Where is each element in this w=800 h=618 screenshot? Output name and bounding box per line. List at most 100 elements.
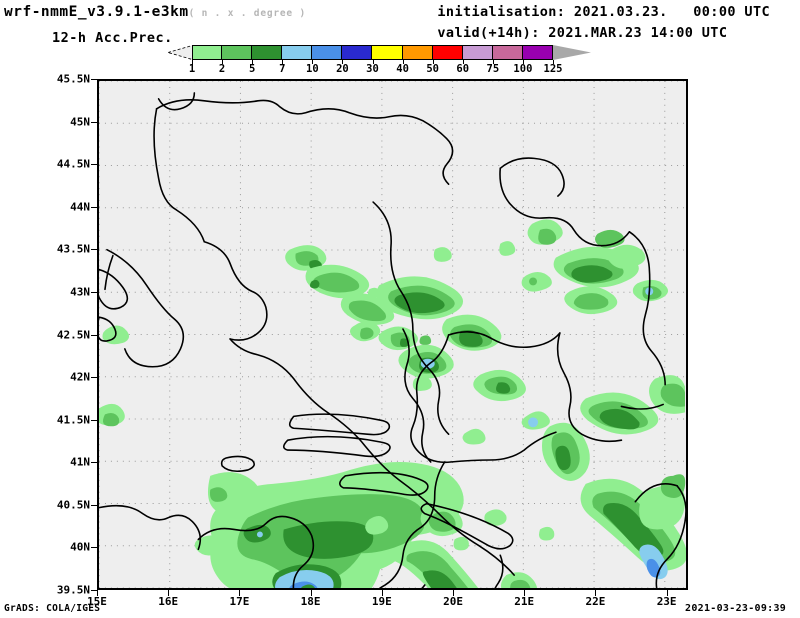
- run-info: initialisation: 2021.03.23. 00:00 UTC va…: [437, 4, 770, 46]
- colorbar-band-1: [192, 45, 223, 60]
- map-coastlines: [99, 92, 686, 588]
- colorbar-tick-mark: [432, 60, 434, 64]
- colorbar-tick-label-60: 60: [456, 63, 470, 75]
- colorbar-tick-label-100: 100: [513, 63, 533, 75]
- colorbar-bands: [192, 45, 553, 60]
- colorbar-tick-label-7: 7: [279, 63, 286, 75]
- colorbar-tick-label-20: 20: [336, 63, 349, 75]
- x-tick-label-22E: 22E: [585, 595, 606, 608]
- colorbar-tick-mark: [312, 60, 314, 64]
- colorbar-tick-label-5: 5: [248, 63, 256, 75]
- initialisation-time: 00:00 UTC: [693, 4, 770, 20]
- y-tick-label-45.5N: 45.5N: [56, 72, 90, 86]
- y-tick-label-42N: 42N: [70, 370, 90, 384]
- colorbar-tick-mark: [462, 60, 464, 64]
- model-units-text: ( n . x . degree ): [188, 8, 306, 19]
- colorbar-tick-label-1: 1: [188, 63, 196, 75]
- y-tick-label-41N: 41N: [70, 455, 90, 469]
- precip-colorbar: 1 2 5 7 10 20 30 40 50 60 75 100 125: [168, 45, 623, 75]
- colorbar-band-30: [372, 45, 403, 60]
- colorbar-tick-mark: [402, 60, 404, 64]
- initialisation-date: 2021.03.23.: [573, 4, 668, 20]
- colorbar-tick-mark: [192, 60, 193, 64]
- y-tick-mark: [91, 206, 97, 208]
- colorbar-band-2: [222, 45, 253, 60]
- x-tick-mark: [381, 590, 383, 596]
- x-tick-mark: [666, 590, 668, 596]
- colorbar-tick-label-125: 125: [543, 63, 563, 75]
- y-tick-mark: [91, 462, 97, 464]
- y-tick-label-39.5N: 39.5N: [56, 583, 90, 597]
- y-tick-label-43.5N: 43.5N: [56, 242, 90, 256]
- colorbar-tick-mark: [372, 60, 374, 64]
- colorbar-band-7: [282, 45, 313, 60]
- y-tick-mark: [91, 334, 97, 336]
- y-tick-mark: [91, 121, 97, 123]
- x-tick-mark: [239, 590, 241, 596]
- model-title: wrf-nmmE_v3.9.1-e3km( n . x . degree ): [4, 4, 306, 20]
- x-tick-label-17E: 17E: [229, 595, 250, 608]
- colorbar-band-10: [312, 45, 343, 60]
- colorbar-tick-label-50: 50: [426, 63, 439, 75]
- colorbar-tick-mark: [282, 60, 284, 64]
- y-tick-label-45N: 45N: [70, 115, 90, 129]
- colorbar-tick-mark: [342, 60, 344, 64]
- precipitation-field: [99, 219, 686, 588]
- y-tick-mark: [91, 249, 97, 251]
- colorbar-band-60: [462, 45, 493, 60]
- y-tick-label-40.5N: 40.5N: [56, 498, 90, 512]
- x-tick-mark: [97, 590, 98, 596]
- x-tick-label-20E: 20E: [443, 595, 463, 608]
- y-tick-mark: [91, 79, 97, 80]
- precipitation-map[interactable]: [97, 79, 688, 590]
- colorbar-over-arrow-icon: [553, 45, 591, 60]
- valid-time: 14:00 UTC: [650, 25, 728, 41]
- colorbar-band-75: [492, 45, 523, 60]
- colorbar-tick-label-2: 2: [218, 63, 226, 75]
- model-title-text: wrf-nmmE_v3.9.1-e3km: [4, 4, 189, 20]
- x-tick-label-15E: 15E: [87, 595, 107, 608]
- y-tick-mark: [91, 504, 97, 506]
- y-tick-mark: [91, 291, 97, 293]
- colorbar-tick-label-30: 30: [366, 63, 379, 75]
- y-tick-label-44.5N: 44.5N: [56, 157, 90, 171]
- y-tick-label-44N: 44N: [70, 200, 90, 214]
- x-tick-label-19E: 19E: [371, 595, 392, 608]
- render-timestamp: 2021-03-23-09:39: [685, 603, 787, 614]
- colorbar-tick-mark: [222, 60, 224, 64]
- colorbar-tick-mark: [553, 60, 554, 64]
- colorbar-band-5: [252, 45, 283, 60]
- colorbar-band-40: [402, 45, 433, 60]
- colorbar-band-100: [522, 45, 553, 60]
- valid-label: valid(+14h):: [437, 25, 540, 41]
- y-tick-label-40N: 40N: [70, 540, 90, 554]
- x-tick-label-21E: 21E: [514, 595, 535, 608]
- valid-row: valid(+14h): 2021.MAR.23 14:00 UTC: [437, 25, 770, 41]
- initialisation-row: initialisation: 2021.03.23. 00:00 UTC: [437, 4, 770, 20]
- map-canvas: [99, 81, 686, 588]
- field-title: 12-h Acc.Prec.: [52, 30, 173, 46]
- x-tick-label-23E: 23E: [656, 595, 677, 608]
- colorbar-ticks: 1 2 5 7 10 20 30 40 50 60 75 100 125: [189, 60, 593, 75]
- y-tick-mark: [91, 590, 97, 591]
- colorbar-tick-mark: [492, 60, 494, 64]
- x-tick-mark: [453, 590, 455, 596]
- y-tick-label-42.5N: 42.5N: [56, 328, 90, 341]
- colorbar-tick-label-10: 10: [306, 63, 319, 75]
- colorbar-tick-mark: [522, 60, 524, 64]
- y-tick-label-41.5N: 41.5N: [56, 413, 90, 427]
- colorbar-tick-label-75: 75: [486, 63, 500, 75]
- colorbar-tick-label-40: 40: [396, 63, 409, 75]
- y-tick-label-43N: 43N: [70, 285, 90, 299]
- x-tick-mark: [168, 590, 170, 596]
- colorbar-band-50: [432, 45, 463, 60]
- y-tick-mark: [91, 377, 97, 379]
- colorbar-tick-mark: [252, 60, 254, 64]
- valid-date: 2021.MAR.23: [548, 25, 643, 41]
- colorbar-under-arrow-icon: [168, 45, 194, 60]
- y-tick-mark: [91, 164, 97, 166]
- x-tick-mark: [310, 590, 312, 596]
- x-tick-mark: [595, 590, 597, 596]
- x-tick-label-18E: 18E: [300, 595, 321, 608]
- colorbar-band-20: [342, 45, 373, 60]
